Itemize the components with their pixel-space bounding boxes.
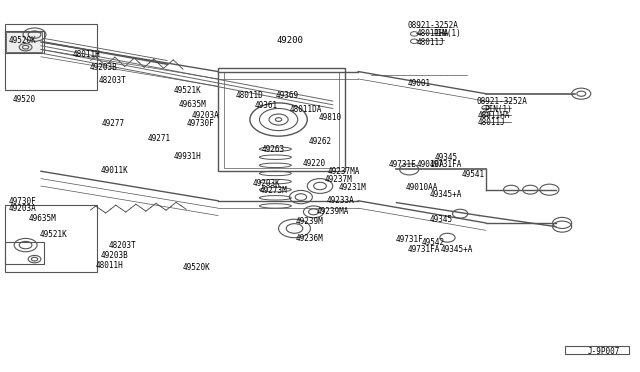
Text: 49200: 49200 [276, 36, 303, 45]
Text: 48203T: 48203T [99, 76, 126, 85]
Bar [4, 23, 97, 90]
Text: 49237MA: 49237MA [328, 167, 360, 176]
Text: 49345: 49345 [429, 215, 452, 224]
Bar [4, 242, 44, 264]
Text: 48011HA: 48011HA [478, 111, 511, 121]
Bar [4, 31, 44, 53]
Text: 49273M: 49273M [259, 186, 287, 195]
Text: 48011D: 48011D [236, 91, 264, 100]
Text: 48011H: 48011H [96, 261, 124, 270]
Text: 49011K: 49011K [100, 166, 128, 175]
Text: 49262: 49262 [308, 137, 332, 146]
Text: 49203B: 49203B [100, 251, 128, 260]
Text: 49521K: 49521K [173, 86, 201, 94]
Text: 49730F: 49730F [9, 197, 36, 206]
Text: 48011J: 48011J [417, 38, 445, 47]
Text: PIN(1): PIN(1) [484, 105, 512, 114]
Text: 49010AA: 49010AA [406, 183, 438, 192]
Text: 49931H: 49931H [173, 152, 201, 161]
Text: 49237M: 49237M [325, 175, 353, 184]
Text: 49810: 49810 [319, 113, 342, 122]
Bar [565, 346, 629, 354]
Text: 49730F: 49730F [186, 119, 214, 128]
Text: 49271: 49271 [148, 134, 171, 142]
Text: 49731FA: 49731FA [429, 160, 462, 169]
Text: 49263: 49263 [261, 145, 285, 154]
Text: 49277: 49277 [102, 119, 125, 128]
Text: 49239MA: 49239MA [317, 206, 349, 216]
Text: 49521K: 49521K [40, 230, 67, 239]
Text: 08921-3252A: 08921-3252A [408, 21, 459, 30]
Bar [225, 71, 339, 167]
Text: 49203A: 49203A [9, 203, 36, 213]
Text: 48011DA: 48011DA [289, 105, 322, 114]
Text: 48011J: 48011J [478, 118, 506, 127]
Text: 49233A: 49233A [326, 196, 354, 205]
Text: 49345: 49345 [435, 153, 458, 162]
Text: 49731E: 49731E [389, 160, 417, 169]
Text: 49520: 49520 [13, 95, 36, 104]
Text: 49001: 49001 [408, 79, 431, 88]
Text: 49635M: 49635M [28, 214, 56, 223]
Text: 49542: 49542 [422, 238, 445, 247]
Text: 49236M: 49236M [296, 234, 324, 243]
Text: 49520K: 49520K [9, 36, 36, 45]
Text: 49520K: 49520K [183, 263, 211, 272]
Text: 48203T: 48203T [108, 241, 136, 250]
Text: J-9P007: J-9P007 [588, 347, 620, 356]
Text: 49635M: 49635M [179, 100, 206, 109]
Text: 49731F: 49731F [395, 235, 423, 244]
Bar [218, 68, 346, 171]
Text: 49010A: 49010A [417, 160, 445, 169]
Text: 49231M: 49231M [339, 183, 367, 192]
Text: 49361: 49361 [255, 101, 278, 110]
Text: 49731FA: 49731FA [408, 245, 440, 254]
Text: 49369: 49369 [275, 91, 298, 100]
Text: 49203A: 49203A [191, 111, 219, 121]
Bar [6, 32, 42, 52]
Text: 49203K: 49203K [253, 179, 281, 187]
Text: 48011HA: 48011HA [417, 29, 449, 38]
Text: 49203B: 49203B [90, 63, 117, 72]
Text: 49345+A: 49345+A [429, 190, 462, 199]
Text: 48011H: 48011H [73, 51, 100, 60]
Text: 49345+A: 49345+A [441, 245, 474, 254]
Text: 49220: 49220 [302, 158, 325, 168]
Text: 08921-3252A: 08921-3252A [476, 97, 527, 106]
Bar [4, 205, 97, 272]
Text: PIN(1): PIN(1) [433, 29, 461, 38]
Text: 49239M: 49239M [296, 217, 324, 225]
Text: 49541: 49541 [461, 170, 484, 179]
